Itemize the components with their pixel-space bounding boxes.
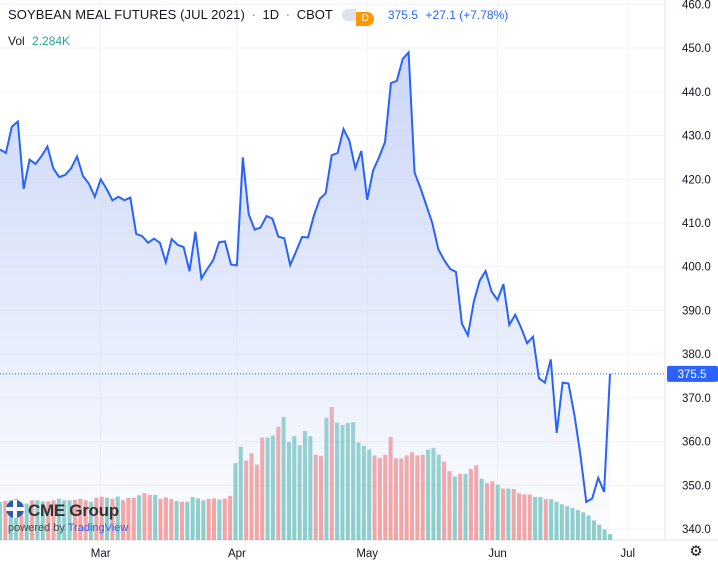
x-tick-label: Jun (488, 548, 507, 560)
volume-label: Vol (8, 34, 25, 48)
y-tick-label: 350.0 (682, 480, 711, 492)
cme-logo[interactable]: CME Group powered by TradingView (4, 498, 128, 534)
last-price-label: 375.5 (678, 369, 707, 381)
exchange-label: CBOT (296, 7, 333, 22)
x-tick-label: May (356, 548, 378, 560)
price-axis-labels: 340.0 350.0 360.0 370.0 380.0 390.0 400.0 410.0… (682, 0, 711, 536)
y-tick-label: 370.0 (682, 393, 711, 405)
y-tick-label: 360.0 (682, 437, 711, 449)
y-tick-label: 430.0 (682, 131, 711, 143)
interval-label[interactable]: 1D (262, 7, 280, 22)
chart-header: SOYBEAN MEAL FUTURES (JUL 2021) · 1D · C… (8, 7, 509, 26)
last-price-badge: 375.5 (667, 365, 718, 382)
powered-by[interactable]: powered by TradingView (8, 522, 129, 534)
y-tick-label: 440.0 (682, 87, 711, 99)
y-tick-label: 340.0 (682, 524, 711, 536)
delayed-badge: D (356, 12, 375, 26)
volume-value: 2.284K (32, 34, 71, 48)
volume-legend: Vol 2.284K (8, 34, 70, 48)
last-price-header: 375.5 (387, 8, 418, 22)
price-change: +27.1 (+7.78%) (425, 8, 509, 22)
price-area (0, 52, 610, 540)
y-tick-label: 420.0 (682, 174, 711, 186)
price-line (0, 50, 611, 504)
y-tick-label: 410.0 (682, 218, 711, 230)
x-tick-label: Apr (228, 548, 246, 560)
x-tick-label: Jul (620, 548, 635, 560)
y-tick-label: 380.0 (682, 349, 711, 361)
x-tick-label: Mar (91, 548, 111, 560)
cme-logo-text: CME Group (28, 501, 119, 520)
time-axis-labels: Mar Apr May Jun Jul (91, 548, 635, 560)
y-tick-label: 450.0 (682, 43, 711, 55)
cme-globe-icon (6, 500, 24, 518)
gear-icon[interactable]: ⚙ (689, 543, 703, 560)
y-tick-label: 460.0 (682, 0, 711, 11)
y-tick-label: 400.0 (682, 262, 711, 274)
y-tick-label: 390.0 (682, 305, 711, 317)
symbol-title[interactable]: SOYBEAN MEAL FUTURES (JUL 2021) (8, 7, 245, 22)
tradingview-link[interactable]: TradingView (67, 522, 129, 534)
visibility-toggle-icon[interactable] (342, 9, 357, 21)
